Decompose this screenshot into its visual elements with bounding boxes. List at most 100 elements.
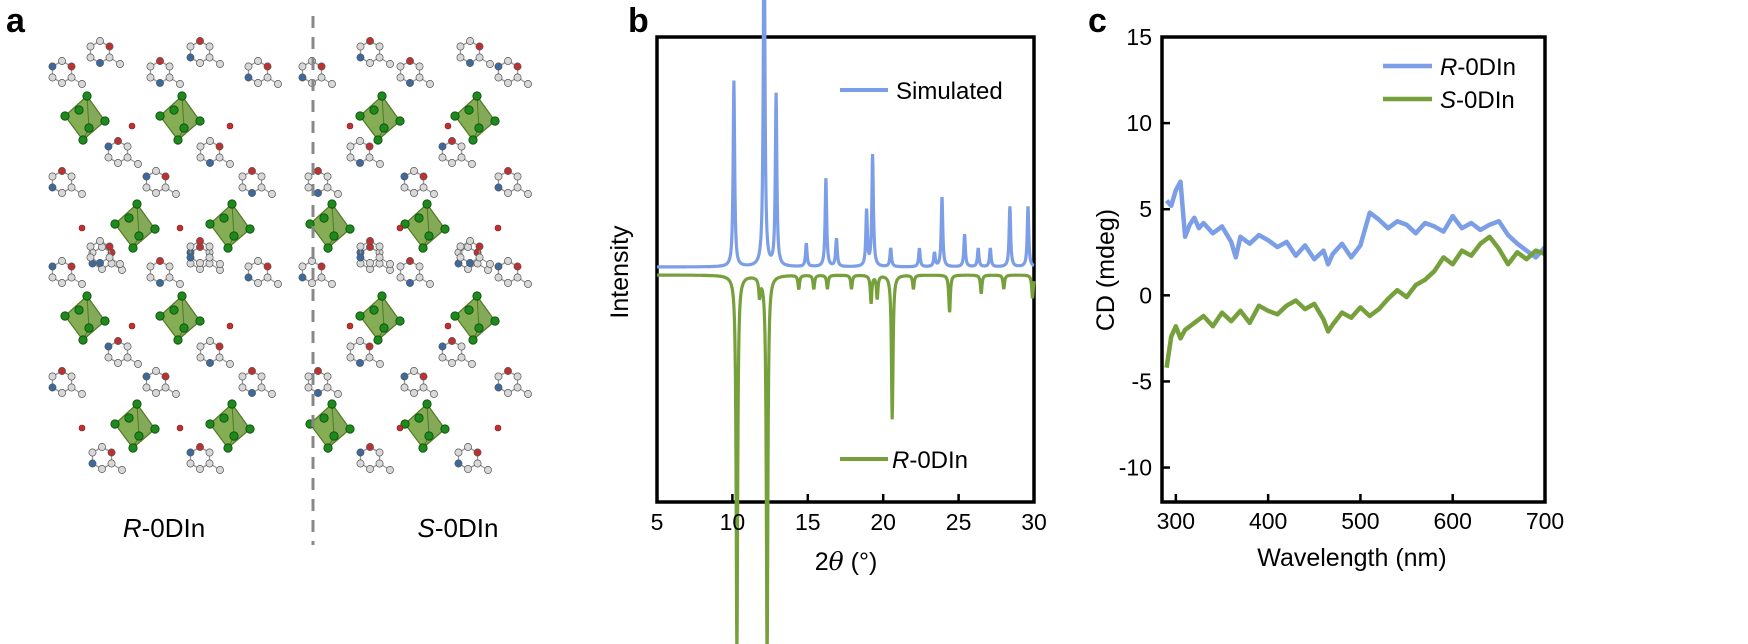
halide-atom	[369, 305, 379, 315]
halide-atom	[179, 123, 189, 133]
carbon-atom	[134, 360, 142, 368]
carbon-atom	[456, 242, 465, 251]
carbon-atom	[58, 57, 66, 65]
nitrogen-atom	[494, 183, 503, 192]
carbon-atom	[430, 390, 438, 398]
halide-atom	[490, 116, 500, 126]
panel-label-c: c	[1088, 2, 1107, 40]
carbon-atom	[386, 466, 394, 474]
carbon-atom	[88, 448, 97, 457]
carbon-atom	[456, 253, 465, 262]
carbon-atom	[67, 172, 76, 181]
carbon-atom	[78, 80, 86, 88]
nitrogen-atom	[186, 253, 195, 262]
nitrogen-atom	[206, 359, 214, 367]
carbon-atom	[196, 259, 204, 267]
carbon-atom	[468, 360, 476, 368]
carbon-atom	[254, 57, 262, 65]
carbon-atom	[238, 172, 247, 181]
halide-atom	[440, 224, 450, 234]
carbon-atom	[205, 459, 214, 468]
xrd-series-simulated	[657, 0, 1035, 269]
carbon-atom	[304, 383, 313, 392]
carbon-atom	[67, 372, 76, 381]
carbon-atom	[78, 190, 86, 198]
halide-atom	[474, 123, 484, 133]
oxygen-atom	[105, 242, 114, 251]
halide-atom	[329, 431, 339, 441]
cd-x-tick-label: 500	[1341, 508, 1379, 534]
carbon-atom	[86, 242, 95, 251]
carbon-atom	[186, 459, 195, 468]
oxygen-atom	[365, 142, 374, 151]
carbon-atom	[196, 142, 205, 151]
carbon-atom	[205, 53, 214, 62]
carbon-atom	[186, 42, 195, 51]
carbon-atom	[123, 342, 132, 351]
cd-x-tick-label: 300	[1157, 508, 1195, 534]
carbon-atom	[104, 153, 113, 162]
carbon-atom	[415, 62, 424, 71]
halide-atom	[472, 291, 482, 301]
nitrogen-atom	[314, 189, 322, 197]
halide-atom	[373, 335, 383, 345]
carbon-atom	[123, 353, 132, 362]
oxygen-atom	[156, 57, 164, 65]
carbon-atom	[513, 372, 522, 381]
nitrogen-atom	[104, 342, 113, 351]
carbon-atom	[323, 183, 332, 192]
nitrogen-atom	[206, 159, 214, 167]
carbon-atom	[67, 383, 76, 392]
nitrogen-atom	[494, 262, 503, 271]
xrd-y-axis-label: Intensity	[606, 225, 634, 319]
halide-atom	[150, 224, 160, 234]
oxygen-atom	[128, 122, 136, 130]
halide-atom	[205, 219, 215, 229]
structure-left-illustration	[48, 37, 282, 474]
oxygen-atom	[161, 172, 170, 181]
carbon-atom	[466, 237, 474, 245]
carbon-atom	[457, 153, 466, 162]
carbon-atom	[524, 390, 532, 398]
halide-atom	[223, 443, 233, 453]
oxygen-atom	[196, 443, 204, 451]
carbon-atom	[238, 383, 247, 392]
carbon-atom	[216, 466, 224, 474]
cd-y-tick-label: 10	[1126, 110, 1152, 136]
halide-atom	[179, 323, 189, 333]
oxygen-atom	[504, 167, 512, 175]
oxygen-atom	[215, 342, 224, 351]
carbon-atom	[494, 372, 503, 381]
halide-atom	[84, 323, 94, 333]
halide-atom	[345, 424, 355, 434]
carbon-atom	[257, 183, 266, 192]
halide-atom	[379, 323, 389, 333]
halide-atom	[227, 199, 237, 209]
carbon-atom	[376, 360, 384, 368]
carbon-atom	[400, 383, 409, 392]
halide-atom	[78, 335, 88, 345]
nitrogen-atom	[186, 53, 195, 62]
halide-atom	[84, 123, 94, 133]
oxygen-atom	[513, 262, 522, 271]
halide-atom	[490, 316, 500, 326]
xrd-x-tick-label: 20	[870, 509, 896, 535]
carbon-atom	[456, 42, 465, 51]
halide-atom	[327, 199, 337, 209]
nitrogen-atom	[244, 73, 253, 82]
xrd-x-tick-label: 30	[1021, 509, 1047, 535]
carbon-atom	[238, 372, 247, 381]
carbon-atom	[317, 273, 326, 282]
halide-atom	[82, 91, 92, 101]
carbon-atom	[513, 73, 522, 82]
halide-atom	[74, 305, 84, 315]
oxygen-atom	[475, 42, 484, 51]
carbon-atom	[58, 389, 66, 397]
carbon-atom	[323, 372, 332, 381]
carbon-atom	[86, 42, 95, 51]
halide-atom	[474, 323, 484, 333]
carbon-atom	[504, 279, 512, 287]
carbon-atom	[176, 80, 184, 88]
halide-atom	[373, 135, 383, 145]
carbon-atom	[456, 53, 465, 62]
